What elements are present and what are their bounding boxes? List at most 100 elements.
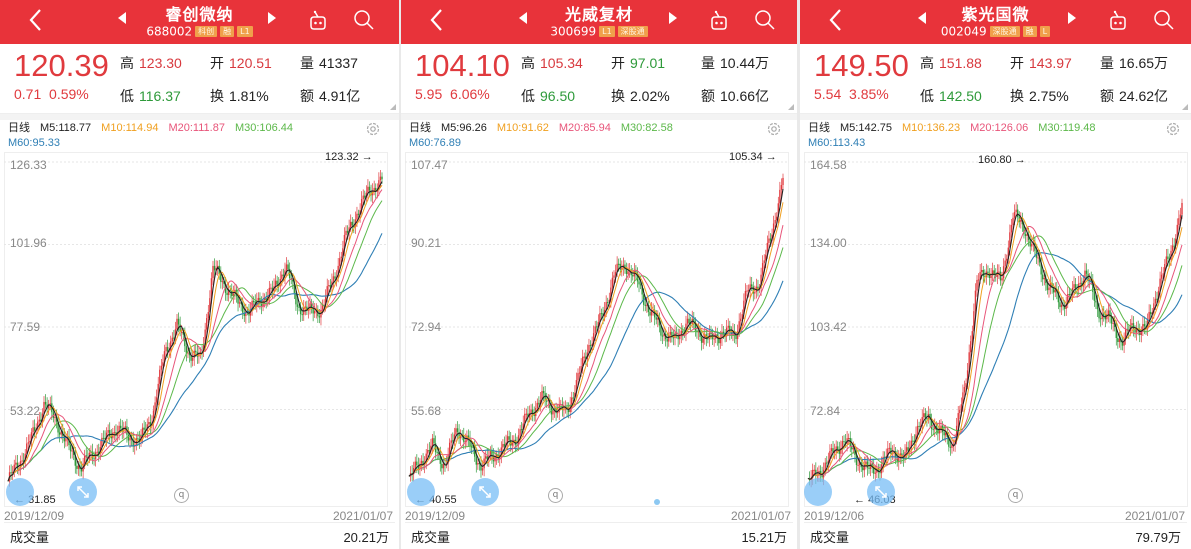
stock-code-line: 002049 深股通融 L (800, 24, 1191, 39)
stock-code-line: 688002 科创融 L1 (0, 24, 399, 39)
high-stat: 高 151.88 (920, 55, 982, 71)
stock-code: 002049 (940, 24, 987, 39)
turnover-stat: 换 2.02% (611, 88, 670, 104)
stock-panel-1: 光威复材 300699 L1 深股通 104.10 5.95 6.06% 高 105.… (401, 0, 797, 549)
ma60-legend: M60:95.33 (8, 136, 70, 151)
volume-stat: 量 16.65万 (1100, 55, 1169, 71)
kline-chart[interactable] (4, 152, 392, 507)
stock-code: 300699 (550, 24, 597, 39)
period-label[interactable]: 日线 (808, 122, 830, 134)
robot-assistant-icon[interactable] (707, 9, 731, 33)
query-button[interactable]: q (1008, 488, 1023, 503)
period-label[interactable]: 日线 (8, 122, 30, 134)
stock-tag: L (1039, 26, 1051, 37)
volume-value: 15.21万 (741, 530, 787, 545)
change-percent: 6.06% (450, 86, 490, 102)
open-stat: 开 143.97 (1010, 55, 1072, 71)
prev-stock-arrow-icon[interactable] (118, 12, 126, 24)
top-bar: 睿创微纳 688002 科创融 L1 (0, 0, 399, 44)
max-price-annotation: 105.34 → (729, 151, 777, 163)
tags: L1 深股通 (596, 24, 648, 38)
change-percent: 0.59% (49, 86, 89, 102)
stock-panel-2: 紫光国微 002049 深股通融 L 149.50 5.54 3.85% 高 151.… (800, 0, 1191, 549)
stock-tag: 深股通 (989, 26, 1020, 37)
last-price: 149.50 (814, 48, 909, 83)
fullscreen-toggle-button[interactable] (471, 478, 499, 506)
scroll-left-button[interactable] (407, 478, 435, 506)
settings-gear-icon[interactable] (766, 121, 782, 137)
ma5-label: M5:142.75 (840, 122, 892, 134)
robot-assistant-icon[interactable] (1106, 9, 1130, 33)
y-tick-1: 134.00 (810, 236, 847, 250)
stock-name: 光威复材 (564, 5, 633, 24)
next-stock-arrow-icon[interactable] (1068, 12, 1076, 24)
stock-tag: L1 (599, 26, 615, 37)
quote-summary: 104.10 5.95 6.06% 高 105.34 低 96.50 开 97.01 … (401, 44, 797, 114)
low-stat: 低 116.37 (120, 88, 181, 104)
low-stat: 低 142.50 (920, 88, 982, 104)
tags: 深股通融 L (987, 24, 1051, 38)
query-button[interactable]: q (548, 488, 563, 503)
ma20-label: M20:85.94 (558, 122, 611, 134)
volume-header: 成交量 15.21万 (405, 522, 793, 549)
robot-assistant-icon[interactable] (306, 9, 330, 33)
tags: 科创融 L1 (192, 24, 253, 38)
back-arrow-icon[interactable] (826, 6, 846, 34)
back-arrow-icon[interactable] (26, 6, 46, 34)
fullscreen-toggle-button[interactable] (867, 478, 895, 506)
settings-gear-icon[interactable] (365, 121, 381, 137)
ma60-legend: M60:76.89 (409, 136, 471, 151)
expand-corner-icon[interactable] (1182, 104, 1188, 110)
next-stock-arrow-icon[interactable] (268, 12, 276, 24)
ma5-label: M5:96.26 (441, 122, 487, 134)
scroll-left-button[interactable] (6, 478, 34, 506)
last-price: 104.10 (415, 48, 510, 83)
ma20-label: M20:126.06 (970, 122, 1029, 134)
prev-stock-arrow-icon[interactable] (519, 12, 527, 24)
amount-stat: 额 4.91亿 (300, 88, 361, 104)
volume-stat: 量 10.44万 (701, 55, 770, 71)
divider (0, 114, 399, 120)
date-end: 2021/01/07 (332, 509, 393, 523)
ma60-label: M60:76.89 (409, 137, 461, 149)
change-amount: 5.95 (415, 86, 443, 102)
y-tick-2: 72.94 (411, 320, 442, 334)
turnover-stat: 换 2.75% (1010, 88, 1069, 104)
ma30-label: M30:82.58 (620, 122, 673, 134)
expand-corner-icon[interactable] (788, 104, 794, 110)
y-tick-3: 72.84 (810, 404, 841, 418)
last-price: 120.39 (14, 48, 109, 83)
search-icon[interactable] (753, 8, 777, 32)
search-icon[interactable] (352, 8, 376, 32)
y-tick-3: 53.22 (10, 404, 41, 418)
query-button[interactable]: q (174, 488, 189, 503)
ma-legend: 日线 M5:142.75 M10:136.23 M20:126.06 M30:119.4… (808, 121, 1106, 136)
period-label[interactable]: 日线 (409, 122, 431, 134)
stock-name: 紫光国微 (961, 5, 1030, 24)
next-stock-arrow-icon[interactable] (669, 12, 677, 24)
price-change: 5.95 6.06% (415, 86, 490, 102)
prev-stock-arrow-icon[interactable] (918, 12, 926, 24)
y-tick-0: 107.47 (411, 158, 448, 172)
stock-tag: L1 (237, 26, 253, 37)
kline-chart[interactable] (804, 152, 1191, 507)
date-start: 2019/12/06 (804, 509, 865, 523)
fullscreen-toggle-button[interactable] (69, 478, 97, 506)
ma10-label: M10:91.62 (496, 122, 549, 134)
expand-corner-icon[interactable] (390, 104, 396, 110)
open-stat: 开 97.01 (611, 55, 666, 71)
ma10-label: M10:136.23 (901, 122, 961, 134)
scroll-left-button[interactable] (804, 478, 832, 506)
kline-chart[interactable] (405, 152, 793, 507)
stock-panel-0: 睿创微纳 688002 科创融 L1 120.39 0.71 0.59% 高 123.… (0, 0, 399, 549)
date-start: 2019/12/09 (4, 509, 65, 523)
settings-gear-icon[interactable] (1165, 121, 1181, 137)
price-change: 5.54 3.85% (814, 86, 889, 102)
date-end: 2021/01/07 (1124, 509, 1185, 523)
search-icon[interactable] (1152, 8, 1176, 32)
volume-header: 成交量 20.21万 (4, 522, 395, 549)
change-amount: 0.71 (14, 86, 42, 102)
y-tick-0: 164.58 (810, 158, 847, 172)
back-arrow-icon[interactable] (427, 6, 447, 34)
stock-tag: 科创 (195, 26, 218, 37)
